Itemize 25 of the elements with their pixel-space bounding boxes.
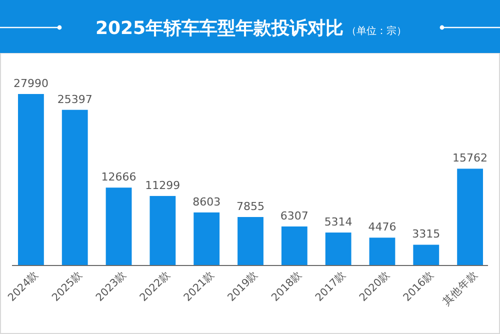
bar — [369, 238, 396, 265]
x-tick-label: 其他年款 — [440, 268, 480, 308]
bar — [325, 232, 352, 265]
data-label: 7855 — [236, 200, 264, 214]
bar — [194, 212, 220, 265]
data-label: 6307 — [280, 209, 308, 222]
data-label: 4476 — [368, 220, 396, 234]
data-label: 27990 — [13, 77, 48, 90]
bar — [457, 168, 483, 265]
bar — [281, 226, 308, 265]
data-label: 11299 — [145, 178, 180, 192]
bar — [62, 110, 88, 265]
data-label: 12666 — [101, 170, 136, 184]
bar — [413, 244, 440, 265]
bar — [238, 217, 264, 265]
data-label: 3315 — [412, 228, 440, 241]
data-label: 8603 — [192, 195, 221, 208]
data-label: 5314 — [324, 216, 352, 229]
data-label: 15762 — [452, 152, 488, 165]
chart-subtitle: （单位：宗） — [346, 25, 407, 37]
bar — [150, 196, 176, 265]
bar — [106, 188, 132, 265]
bar — [18, 94, 44, 265]
data-label: 25397 — [57, 92, 92, 106]
chart-title: 2025年轿车车型年款投诉对比 — [95, 18, 344, 39]
